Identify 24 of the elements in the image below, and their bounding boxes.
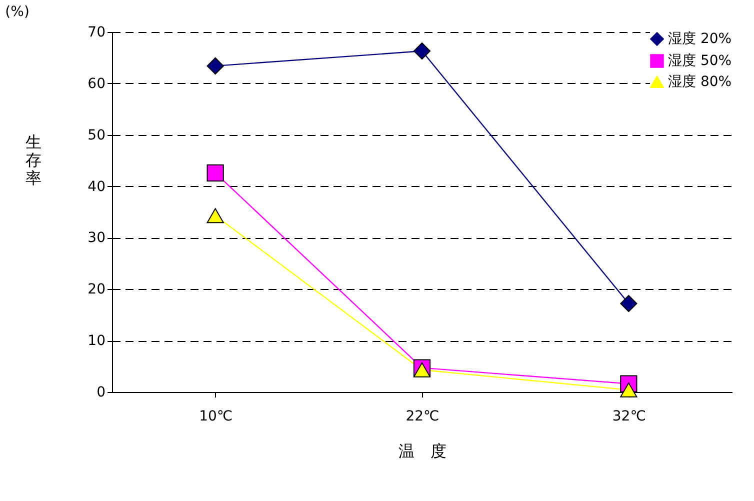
- point: [206, 164, 224, 182]
- y-tick-label: 30: [88, 230, 106, 246]
- y-tick-label: 70: [88, 24, 106, 40]
- x-tick-label: 10℃: [199, 408, 233, 424]
- y-tick-label: 0: [96, 384, 106, 400]
- y-axis-title: 生存率: [26, 132, 42, 188]
- y-tick-label: 40: [88, 178, 106, 195]
- x-tick-label: 22℃: [406, 408, 440, 424]
- legend-label: 湿度 20%: [668, 31, 732, 47]
- x-axis-title: 温 度: [398, 442, 446, 460]
- point: [413, 362, 431, 378]
- point: [413, 42, 431, 60]
- point: [206, 57, 224, 75]
- point: [620, 294, 638, 312]
- y-tick-label: 60: [88, 76, 106, 92]
- point: [620, 382, 638, 398]
- legend-label: 湿度 50%: [668, 53, 732, 69]
- y-tick-label: 20: [88, 282, 106, 298]
- x-tick-label: 32℃: [612, 408, 646, 424]
- y-tick-label: 50: [88, 127, 106, 144]
- legend-label: 湿度 80%: [668, 74, 732, 90]
- point: [206, 208, 224, 224]
- text: (%): [5, 4, 30, 20]
- y-tick-label: 10: [88, 333, 106, 350]
